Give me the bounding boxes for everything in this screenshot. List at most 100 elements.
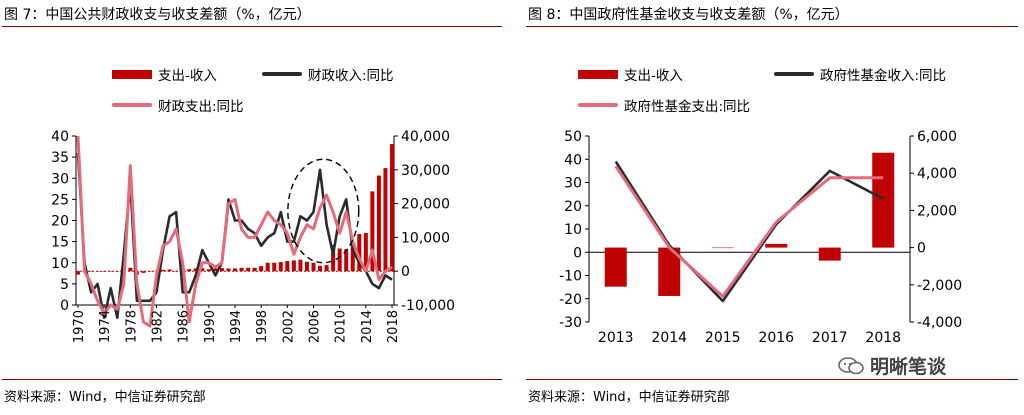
legend-item-fund-revenue: 政府性基金收入:同比 — [774, 64, 946, 84]
bar-deficit — [246, 267, 251, 272]
x-tick-label: 1974 — [98, 310, 113, 343]
x-tick-label: 2014 — [360, 310, 375, 343]
legend-swatch-bar — [578, 69, 618, 79]
bar-deficit — [285, 261, 290, 272]
bar-deficit — [128, 267, 133, 272]
bar-deficit — [193, 268, 198, 272]
line-fund-expenditure-yoy — [614, 165, 884, 298]
watermark-logo: 明晰笔谈 — [838, 352, 946, 379]
legend-swatch-revenue — [262, 72, 302, 76]
bar-deficit — [213, 268, 218, 272]
bar-fund-deficit — [711, 247, 734, 249]
legend-item-bar: 支出-收入 — [112, 64, 217, 84]
y-right-tick-label: 4,000 — [917, 166, 957, 182]
y-left-tick-label: -10 — [559, 269, 582, 285]
bar-deficit — [324, 265, 329, 272]
bar-deficit — [233, 268, 237, 272]
bar-deficit — [252, 267, 257, 272]
x-tick-label: 1978 — [124, 310, 139, 343]
y-left-tick-label: 0 — [60, 298, 69, 314]
y-right-tick-label: -2,000 — [917, 278, 962, 294]
y-right-tick-label: 0 — [917, 241, 926, 257]
y-right-tick-label: 40,000 — [401, 129, 450, 145]
bar-deficit — [219, 268, 224, 272]
y-left-tick-label: 10 — [51, 256, 69, 272]
bar-deficit — [226, 268, 231, 272]
x-tick-label: 2002 — [281, 310, 296, 343]
x-tick-label: 2013 — [598, 330, 634, 346]
bar-deficit — [363, 233, 368, 272]
line-fund-revenue-yoy — [614, 160, 884, 303]
x-tick-label: 2018 — [386, 310, 401, 343]
source-note-left: 资料来源：Wind，中信证券研究部 — [4, 390, 206, 405]
source-note-right: 资料来源：Wind，中信证券研究部 — [528, 390, 730, 405]
y-right-tick-label: -10,000 — [401, 298, 455, 314]
bar-deficit — [259, 266, 264, 272]
legend-label-bar: 支出-收入 — [158, 68, 217, 84]
bar-fund-deficit — [604, 247, 627, 287]
figure-8-title: 图 8：中国政府性基金收支与收支差额（%，亿元） — [528, 7, 849, 23]
bar-deficit — [76, 271, 80, 275]
bar-deficit — [167, 269, 172, 272]
legend-label-fund-revenue: 政府性基金收入:同比 — [820, 68, 947, 84]
bar-deficit — [291, 260, 296, 272]
bar-deficit — [304, 261, 309, 272]
y-left-tick-label: 5 — [60, 277, 69, 293]
bar-deficit — [390, 144, 394, 272]
x-tick-label: 2006 — [308, 310, 323, 343]
y-left-tick-label: 15 — [51, 235, 69, 251]
x-tick-label: 2016 — [758, 330, 794, 346]
figure-7-title: 图 7：中国公共财政收支与收支差额（%，亿元） — [4, 7, 311, 23]
bar-deficit — [350, 242, 355, 272]
bar-deficit — [383, 168, 388, 272]
bar-deficit — [357, 234, 362, 272]
panel-fiscal-budget: 图 7：中国公共财政收支与收支差额（%，亿元） 支出-收入 财政收入:同比 财政… — [0, 0, 508, 415]
x-tick-label: 2017 — [812, 330, 848, 346]
bar-fund-deficit — [765, 243, 788, 248]
legend-label-revenue: 财政收入:同比 — [308, 68, 394, 84]
bar-deficit — [95, 271, 100, 272]
legend-label-fund-expenditure: 政府性基金支出:同比 — [624, 99, 751, 115]
bar-fund-deficit — [872, 152, 895, 248]
legend-swatch-expenditure — [112, 103, 152, 107]
x-tick-label: 2018 — [865, 330, 901, 346]
bar-deficit — [311, 262, 316, 272]
y-right-tick-label: 20,000 — [401, 197, 450, 213]
bar-deficit — [344, 249, 349, 272]
x-tick-label: 1982 — [151, 310, 166, 343]
legend-label-bar: 支出-收入 — [624, 68, 683, 84]
bar-fund-deficit — [658, 247, 681, 296]
bar-deficit — [187, 269, 192, 272]
bar-deficit — [108, 271, 113, 272]
y-left-tick-label: 30 — [51, 171, 69, 187]
y-left-tick-label: 10 — [564, 222, 582, 238]
chart-government-fund: -30 -20 -10 0 10 20 30 40 50 -4,000 -2,000 0 2,000 4,… — [559, 129, 962, 346]
y-left-tick-label: 25 — [51, 192, 69, 208]
bar-deficit — [370, 191, 375, 272]
x-tick-label: 1990 — [203, 310, 218, 343]
bar-deficit — [239, 267, 244, 272]
bar-deficit — [161, 269, 166, 272]
y-right-tick-label: 2,000 — [917, 203, 957, 219]
legend-item-revenue: 财政收入:同比 — [262, 64, 394, 84]
bar-deficit — [115, 271, 120, 272]
y-left-tick-label: -20 — [559, 292, 582, 308]
y-right-tick-label: 30,000 — [401, 163, 450, 179]
x-tick-label: 1994 — [229, 310, 244, 343]
bar-fund-deficit — [818, 247, 841, 261]
bar-deficit — [89, 271, 94, 272]
x-tick-label: 1986 — [177, 310, 192, 343]
x-tick-label: 2014 — [651, 330, 687, 346]
x-tick-label: 2015 — [705, 330, 741, 346]
source-rule — [2, 379, 502, 380]
bar-deficit — [331, 244, 336, 272]
title-rule — [526, 26, 1018, 27]
legend-item-bar: 支出-收入 — [578, 64, 683, 84]
watermark-text: 明晰笔谈 — [870, 356, 947, 378]
bar-deficit — [141, 271, 146, 273]
annotation-ellipse — [287, 158, 360, 264]
y-left-tick-label: 40 — [51, 129, 69, 145]
legend-item-expenditure: 财政支出:同比 — [112, 95, 244, 115]
x-tick-label: 1970 — [72, 310, 87, 343]
panel-government-fund: 图 8：中国政府性基金收支与收支差额（%，亿元） 支出-收入 政府性基金收入:同… — [524, 0, 1024, 415]
